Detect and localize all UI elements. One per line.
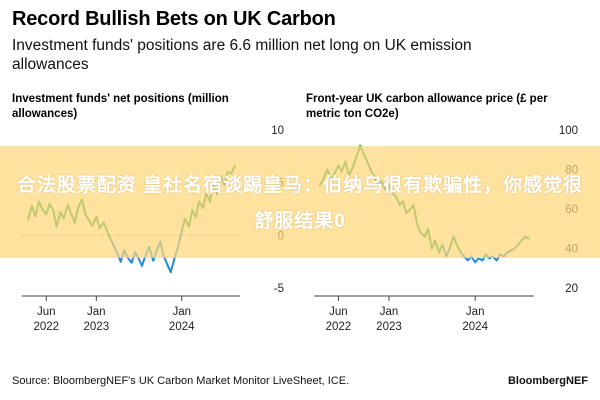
left-panel-title: Investment funds' net positions (million… — [12, 93, 229, 120]
series-segment — [169, 257, 176, 274]
x-tick-label: Jan — [466, 306, 485, 318]
chart-title: Record Bullish Bets on UK Carbon — [12, 8, 336, 30]
source-note: Source: BloombergNEF's UK Carbon Market … — [12, 375, 350, 387]
y-tick-label: -5 — [274, 283, 284, 295]
x-tick-label: Jun — [37, 306, 56, 318]
x-tick-label: 2024 — [462, 321, 488, 333]
x-tick-label: Jan — [172, 306, 191, 318]
x-tick-label: 2023 — [376, 321, 402, 333]
y-tick-label: 100 — [559, 125, 578, 137]
x-tick-label: 2022 — [33, 321, 59, 333]
overlay-banner — [0, 146, 600, 258]
x-tick-label: Jun — [329, 306, 348, 318]
y-tick-label: 20 — [565, 283, 578, 295]
overlay-banner-text: 合法股票配资 皇社名宿谈踢皇马：伯纳乌很有欺骗性，你感觉很舒服结果0 — [16, 175, 584, 232]
chart-subtitle: Investment funds' positions are 6.6 mill… — [12, 37, 472, 73]
x-tick-label: 2023 — [84, 321, 110, 333]
x-tick-label: 2024 — [169, 321, 195, 333]
x-tick-label: Jan — [87, 306, 106, 318]
brand-logo-text: BloombergNEF — [507, 375, 588, 387]
y-tick-label: 10 — [271, 125, 284, 137]
x-tick-label: 2022 — [326, 321, 352, 333]
right-panel-title: Front-year UK carbon allowance price (£ … — [306, 93, 548, 120]
x-tick-label: Jan — [380, 306, 399, 318]
